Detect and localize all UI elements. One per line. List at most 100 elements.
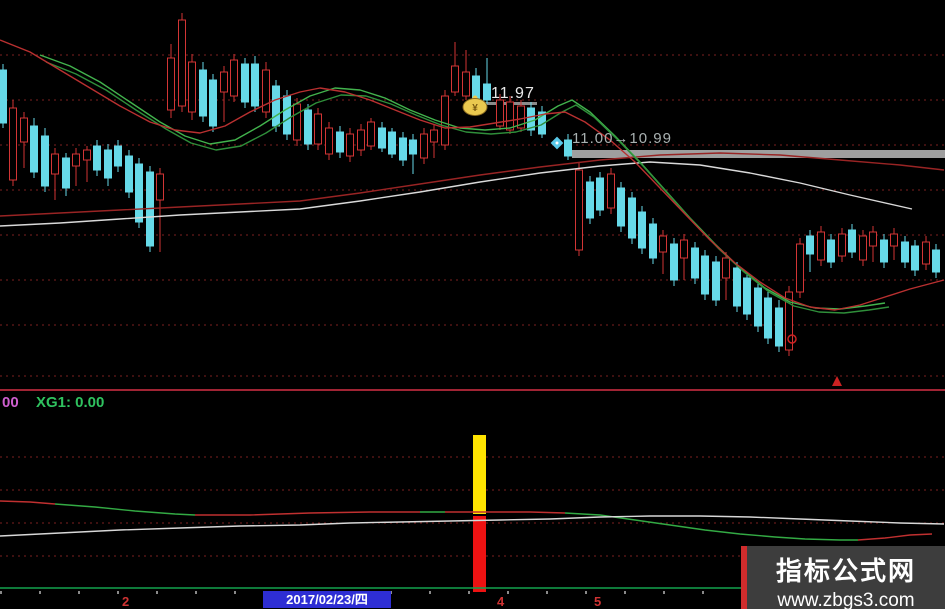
candle-body bbox=[586, 181, 594, 219]
candle-body bbox=[93, 145, 101, 171]
candle-body bbox=[188, 61, 196, 113]
candle-body bbox=[901, 241, 909, 263]
sell-ring-icon bbox=[787, 334, 797, 344]
candle-body bbox=[659, 235, 667, 253]
ind-line-bicolor-segment bbox=[445, 511, 566, 514]
candle-body bbox=[775, 307, 783, 347]
candle-body bbox=[628, 197, 636, 239]
candle-body bbox=[712, 261, 720, 301]
ind-line-white-segment bbox=[0, 515, 945, 537]
candle-body bbox=[859, 235, 867, 261]
watermark-box: 指标公式网 www.zbgs3.com bbox=[741, 546, 945, 609]
candle-body bbox=[596, 177, 604, 211]
candle-body bbox=[409, 139, 417, 155]
candle-body bbox=[911, 245, 919, 271]
axis-month-label: 2 bbox=[122, 594, 130, 609]
diamond-marker-icon bbox=[550, 136, 564, 150]
indicator-prefix-value: 00 bbox=[2, 394, 19, 411]
candle-body bbox=[346, 133, 354, 157]
candle-body bbox=[527, 107, 535, 131]
candle-body bbox=[764, 297, 772, 339]
ind-line-bicolor-segment bbox=[54, 503, 196, 516]
candle-body bbox=[517, 105, 525, 129]
candle-body bbox=[451, 65, 459, 93]
candle-body bbox=[272, 85, 280, 127]
candle-body bbox=[869, 231, 877, 247]
candle-body bbox=[304, 109, 312, 145]
candle-body bbox=[670, 243, 678, 281]
ind-line-bicolor-segment bbox=[0, 500, 56, 505]
time-axis: 2 4 5 2017/02/23/四 bbox=[0, 590, 945, 609]
candle-body bbox=[325, 127, 333, 155]
ind-line-bicolor-segment bbox=[564, 512, 858, 541]
ind-line-white bbox=[0, 515, 945, 537]
price-change-label: 11.00→10.99 bbox=[572, 130, 672, 147]
candle-body bbox=[135, 163, 143, 223]
candle-body bbox=[617, 187, 625, 227]
candle-body bbox=[30, 125, 38, 173]
candle-body bbox=[314, 113, 322, 145]
ma-long-darkred bbox=[0, 152, 945, 217]
axis-month-label: 4 bbox=[497, 594, 505, 609]
candle-body bbox=[754, 287, 762, 327]
candle-body bbox=[932, 249, 940, 273]
candle-body bbox=[241, 63, 249, 103]
candle-body bbox=[20, 117, 28, 143]
candle-body bbox=[796, 243, 804, 293]
candle-body bbox=[607, 173, 615, 209]
candle-body bbox=[41, 135, 49, 187]
candle-body bbox=[691, 247, 699, 279]
candle-body bbox=[880, 239, 888, 263]
candle-body bbox=[890, 233, 898, 247]
candle-body bbox=[838, 233, 846, 257]
candle-body bbox=[199, 69, 207, 117]
candle-body bbox=[178, 19, 186, 107]
candle-body bbox=[564, 139, 572, 157]
candle-body bbox=[785, 291, 793, 351]
candle-body bbox=[733, 267, 741, 307]
candle-body bbox=[83, 149, 91, 161]
ma-long-white bbox=[0, 161, 913, 227]
watermark-site-name: 指标公式网 bbox=[775, 556, 916, 586]
candle-body bbox=[336, 131, 344, 153]
candle-body bbox=[167, 57, 175, 111]
candle-body bbox=[483, 83, 491, 101]
candle-body bbox=[701, 255, 709, 295]
ma-short-red bbox=[0, 39, 945, 311]
signal-bar-red bbox=[473, 516, 486, 592]
moneybag-icon: ¥ bbox=[462, 95, 488, 116]
candle-body bbox=[430, 129, 438, 143]
candle-body bbox=[104, 149, 112, 179]
candle-body bbox=[9, 107, 17, 181]
candle-body bbox=[722, 257, 730, 279]
candle-body bbox=[827, 239, 835, 263]
selected-date-badge: 2017/02/23/四 bbox=[263, 591, 391, 608]
candle-body bbox=[575, 169, 583, 251]
candle-body bbox=[230, 59, 238, 97]
candle-body bbox=[251, 63, 259, 107]
candle-body bbox=[283, 95, 291, 135]
candle-body bbox=[743, 277, 751, 315]
axis-ticks bbox=[0, 591, 945, 594]
candle-body bbox=[680, 239, 688, 259]
candle-body bbox=[441, 95, 449, 146]
signal-bar-yellow bbox=[473, 435, 486, 514]
candle-body bbox=[125, 155, 133, 193]
candle-body bbox=[357, 129, 365, 151]
candle-body bbox=[922, 241, 930, 265]
candle-body bbox=[848, 229, 856, 253]
candle-body bbox=[367, 121, 375, 147]
candle-body bbox=[262, 69, 270, 113]
candle-body bbox=[378, 127, 386, 149]
candle-body bbox=[293, 103, 301, 141]
candle-body bbox=[156, 173, 164, 201]
candle-body bbox=[0, 69, 7, 124]
ind-line-bicolor-segment bbox=[857, 533, 933, 541]
candle-body bbox=[209, 79, 217, 127]
candle-body bbox=[420, 133, 428, 159]
candle-body bbox=[62, 157, 70, 189]
candle-body bbox=[51, 153, 59, 175]
candle-body bbox=[388, 131, 396, 155]
